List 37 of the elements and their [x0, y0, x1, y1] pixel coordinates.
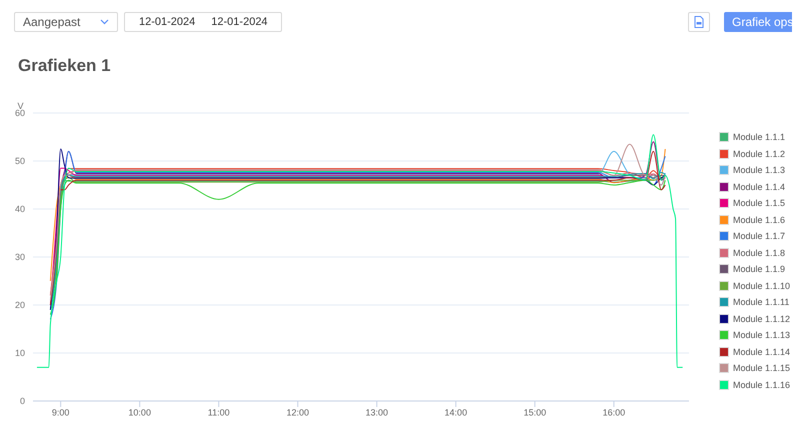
legend-label: Module 1.1.1	[732, 131, 785, 144]
legend-label: Module 1.1.16	[732, 378, 790, 392]
x-tick-label: 16:00	[602, 407, 626, 418]
legend-label: Module 1.1.3	[732, 164, 785, 177]
y-tick-label: 60	[14, 108, 25, 118]
legend-label: Module 1.1.5	[732, 197, 785, 210]
legend-label: Module 1.1.10	[732, 280, 790, 292]
x-tick-label: 9:00	[52, 407, 70, 418]
legend-label: Module 1.1.8	[732, 246, 785, 260]
x-tick-label: 13:00	[366, 407, 388, 418]
legend-label: Module 1.1.12	[732, 312, 790, 326]
text: Aangepast	[23, 15, 80, 29]
x-tick-label: 14:00	[444, 407, 468, 418]
x-tick-label: 15:00	[524, 407, 546, 418]
y-tick-label: 10	[14, 348, 25, 358]
y-tick-label: 40	[14, 204, 25, 214]
y-axis-title: V	[17, 101, 24, 111]
legend-label: Module 1.1.15	[732, 362, 790, 375]
y-tick-label: 30	[14, 252, 25, 262]
text: 12-01-2024	[211, 16, 268, 28]
legend-label: Module 1.1.9	[732, 263, 785, 276]
x-tick-label: 12:00	[286, 407, 310, 418]
y-tick-label: 20	[14, 300, 25, 310]
legend-label: Module 1.1.6	[732, 214, 785, 226]
legend-label: Module 1.1.7	[732, 230, 785, 243]
legend-label: Module 1.1.2	[732, 148, 785, 160]
legend-label: Module 1.1.14	[732, 346, 790, 358]
legend-label: Module 1.1.13	[732, 329, 790, 342]
chart-title: Grafieken 1	[18, 56, 112, 77]
legend-label: Module 1.1.11	[732, 296, 790, 309]
x-tick-label: 10:00	[128, 407, 151, 418]
y-tick-label: 50	[14, 156, 25, 166]
text: 12-01-2024	[139, 16, 196, 28]
y-tick-label: 0	[20, 396, 25, 406]
text: Grafiek ops	[724, 12, 794, 32]
x-tick-label: 11:00	[208, 407, 230, 418]
legend-label: Module 1.1.4	[732, 180, 785, 194]
